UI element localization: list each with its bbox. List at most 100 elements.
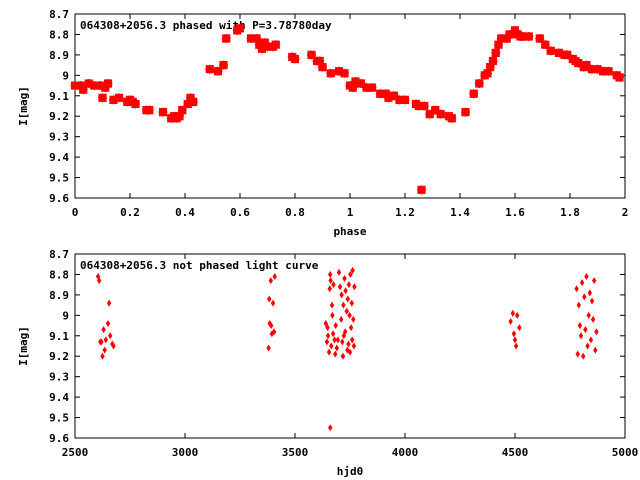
phased-y-tick-label: 9.2: [49, 110, 69, 123]
unphased-data-point: [342, 275, 347, 283]
unphased-data-point: [579, 279, 585, 287]
unphased-data-point: [331, 281, 336, 289]
unphased-data-point: [517, 324, 522, 332]
unphased-data-point: [592, 277, 597, 285]
unphased-data-point: [342, 328, 348, 336]
phased-data-point: [400, 95, 410, 105]
unphased-data-point: [328, 270, 333, 278]
phased-data-point: [131, 99, 140, 109]
phased-x-axis-title: phase: [333, 225, 366, 238]
unphased-data-point: [337, 283, 343, 291]
phased-x-tick-label: 1.2: [395, 206, 415, 219]
unphased-y-tick-label: 9.1: [49, 330, 69, 343]
phased-data-point: [474, 79, 484, 89]
unphased-y-tick-label: 9.3: [49, 371, 69, 384]
phased-data-point: [271, 40, 281, 50]
unphased-data-point: [576, 301, 581, 309]
unphased-data-point: [347, 311, 352, 319]
phased-y-tick-label: 9.4: [49, 151, 69, 164]
unphased-data-point: [594, 328, 599, 336]
unphased-data-point: [340, 338, 345, 346]
unphased-data-point: [325, 332, 331, 340]
unphased-data-point: [334, 344, 339, 352]
phased-data-point: [488, 56, 498, 66]
unphased-data-point: [336, 268, 342, 276]
unphased-data-point: [350, 266, 355, 274]
phased-y-tick-label: 8.8: [49, 28, 69, 41]
unphased-data-point: [105, 320, 111, 328]
phased-data-points: [70, 23, 624, 195]
phased-data-point: [524, 31, 534, 41]
unphased-y-tick-label: 8.8: [49, 268, 69, 281]
phased-data-point: [114, 93, 124, 103]
unphased-data-point: [340, 352, 346, 360]
unphased-plot-frame: [74, 253, 626, 439]
phased-data-point: [188, 97, 198, 107]
unphased-data-point: [332, 336, 337, 344]
phased-data-point: [340, 68, 349, 78]
unphased-data-point: [585, 342, 590, 350]
phased-data-point: [461, 107, 470, 117]
phased-data-point: [219, 60, 228, 70]
unphased-data-point: [339, 315, 344, 323]
unphased-data-point: [587, 289, 592, 297]
phased-y-ticks: 8.7 8.8 8.9 9 9.1 9.2 9.3 9.4 9.5 9.6: [49, 8, 625, 205]
unphased-data-point: [344, 307, 349, 315]
unphased-data-point: [512, 336, 518, 344]
unphased-data-point: [268, 277, 273, 285]
phased-y-tick-label: 9.5: [49, 172, 69, 185]
unphased-chart-title: 064308+2056.3 not phased light curve: [80, 259, 319, 272]
unphased-data-point: [510, 309, 515, 317]
unphased-data-point: [327, 285, 332, 293]
unphased-x-tick-label: 3500: [282, 446, 309, 459]
unphased-data-point: [593, 346, 598, 354]
unphased-data-point: [590, 315, 596, 323]
unphased-data-point: [339, 291, 344, 299]
phased-x-tick-label: 0.2: [120, 206, 140, 219]
phased-data-point: [417, 185, 426, 195]
phased-x-tick-label: 0.8: [285, 206, 305, 219]
unphased-x-tick-label: 4000: [392, 446, 419, 459]
phased-x-tick-label: 2: [622, 206, 629, 219]
unphased-data-point: [348, 270, 353, 278]
unphased-x-axis-title: hjd0: [337, 465, 364, 478]
unphased-data-point: [103, 336, 108, 344]
phased-data-point: [103, 79, 113, 89]
phased-y-axis-title: I[mag]: [17, 86, 30, 126]
unphased-chart-panel: 064308+2056.3 not phased light curve hjd…: [17, 248, 638, 478]
unphased-y-ticks: 8.7 8.8 8.9 9 9.1 9.2 9.3 9.4 9.5 9.6: [49, 248, 625, 445]
unphased-data-point: [581, 352, 586, 360]
unphased-data-point: [106, 299, 112, 307]
phased-data-point: [98, 93, 107, 103]
unphased-y-tick-label: 9.5: [49, 412, 69, 425]
unphased-x-tick-label: 5000: [612, 446, 639, 459]
unphased-data-point: [583, 326, 588, 334]
unphased-data-point: [584, 272, 589, 280]
unphased-data-point: [515, 311, 520, 319]
unphased-x-tick-label: 4500: [502, 446, 529, 459]
unphased-data-point: [333, 322, 338, 330]
phased-data-point: [367, 83, 377, 93]
phased-y-tick-label: 9.6: [49, 192, 69, 205]
phased-data-point: [604, 66, 613, 76]
unphased-data-point: [588, 336, 594, 344]
phased-x-tick-label: 1.6: [505, 206, 525, 219]
unphased-y-axis-title: I[mag]: [17, 326, 30, 366]
unphased-data-point: [328, 424, 333, 432]
unphased-data-point: [349, 299, 354, 307]
phased-x-tick-label: 1.8: [560, 206, 580, 219]
phased-x-tick-label: 1: [347, 206, 354, 219]
unphased-x-tick-label: 3000: [172, 446, 199, 459]
unphased-data-point: [326, 348, 332, 356]
unphased-data-point: [272, 272, 277, 280]
phased-data-point: [546, 46, 556, 56]
unphased-data-point: [330, 311, 335, 319]
unphased-y-tick-label: 9.2: [49, 350, 69, 363]
unphased-data-point: [324, 338, 330, 346]
unphased-data-point: [582, 293, 587, 301]
unphased-data-point: [325, 324, 330, 332]
phased-data-point: [419, 101, 429, 111]
unphased-x-ticks: 2500 3000 3500 4000 4500 5000: [62, 254, 639, 459]
unphased-data-point: [513, 342, 519, 350]
unphased-data-point: [346, 281, 352, 289]
